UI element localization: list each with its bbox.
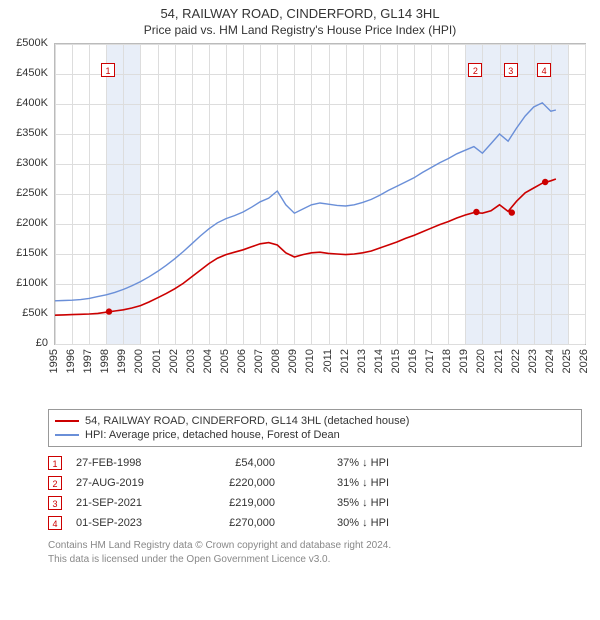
y-tick-label: £500K [8, 37, 48, 49]
event-pct-vs-hpi: 31% ↓ HPI [289, 477, 389, 489]
footer-line2: This data is licensed under the Open Gov… [48, 553, 592, 567]
event-marker-small: 4 [48, 516, 62, 530]
data-point [106, 308, 112, 314]
gridline-v [585, 44, 586, 344]
legend-swatch [55, 420, 79, 422]
title-address: 54, RAILWAY ROAD, CINDERFORD, GL14 3HL [8, 6, 592, 21]
chart-container: 54, RAILWAY ROAD, CINDERFORD, GL14 3HL P… [0, 0, 600, 620]
y-tick-label: £150K [8, 247, 48, 259]
x-tick-label: 2014 [373, 349, 385, 373]
event-marker: 1 [101, 63, 115, 77]
event-date: 01-SEP-2023 [76, 517, 171, 529]
event-row: 2 27-AUG-2019 £220,000 31% ↓ HPI [48, 473, 568, 493]
x-tick-label: 2025 [561, 349, 573, 373]
x-tick-label: 1998 [99, 349, 111, 373]
x-tick-label: 2011 [322, 349, 334, 373]
x-tick-label: 1996 [65, 349, 77, 373]
y-tick-label: £250K [8, 187, 48, 199]
x-tick-label: 2026 [578, 349, 590, 373]
series-svg [55, 44, 585, 344]
chart: £0 £50K £100K £150K £200K £250K £300K £350K £400… [8, 43, 592, 403]
event-marker: 4 [537, 63, 551, 77]
data-point [542, 179, 548, 185]
gridline-h [55, 344, 585, 345]
x-tick-label: 2016 [407, 349, 419, 373]
event-marker-small: 1 [48, 456, 62, 470]
titles: 54, RAILWAY ROAD, CINDERFORD, GL14 3HL P… [8, 6, 592, 41]
y-tick-label: £200K [8, 217, 48, 229]
legend: 54, RAILWAY ROAD, CINDERFORD, GL14 3HL (… [48, 409, 582, 447]
event-row: 3 21-SEP-2021 £219,000 35% ↓ HPI [48, 493, 568, 513]
legend-item: HPI: Average price, detached house, Fore… [55, 428, 575, 442]
y-tick-label: £350K [8, 127, 48, 139]
y-tick-label: £100K [8, 277, 48, 289]
x-tick-label: 2021 [493, 349, 505, 373]
x-tick-label: 2019 [458, 349, 470, 373]
event-date: 27-AUG-2019 [76, 477, 171, 489]
legend-swatch [55, 434, 79, 436]
x-tick-label: 2022 [510, 349, 522, 373]
events-table: 1 27-FEB-1998 £54,000 37% ↓ HPI 2 27-AUG-2019… [48, 453, 568, 533]
x-tick-label: 2007 [253, 349, 265, 373]
legend-label: 54, RAILWAY ROAD, CINDERFORD, GL14 3HL (… [85, 415, 409, 427]
series-line-price_paid [55, 179, 556, 315]
footer-line1: Contains HM Land Registry data © Crown c… [48, 539, 592, 553]
x-tick-label: 2015 [390, 349, 402, 373]
y-tick-label: £0 [8, 337, 48, 349]
x-tick-label: 2020 [475, 349, 487, 373]
footer: Contains HM Land Registry data © Crown c… [48, 539, 592, 566]
x-tick-label: 2002 [168, 349, 180, 373]
x-tick-label: 2009 [287, 349, 299, 373]
event-pct-vs-hpi: 30% ↓ HPI [289, 517, 389, 529]
x-tick-label: 2005 [219, 349, 231, 373]
y-tick-label: £450K [8, 67, 48, 79]
x-tick-label: 2013 [356, 349, 368, 373]
x-tick-label: 2000 [133, 349, 145, 373]
y-tick-label: £50K [8, 307, 48, 319]
x-tick-label: 2018 [441, 349, 453, 373]
event-price: £219,000 [185, 497, 275, 509]
event-marker: 2 [468, 63, 482, 77]
plot-area [54, 43, 586, 345]
legend-item: 54, RAILWAY ROAD, CINDERFORD, GL14 3HL (… [55, 414, 575, 428]
event-pct-vs-hpi: 37% ↓ HPI [289, 457, 389, 469]
event-marker-small: 2 [48, 476, 62, 490]
x-tick-label: 2023 [527, 349, 539, 373]
x-tick-label: 2024 [544, 349, 556, 373]
event-price: £220,000 [185, 477, 275, 489]
event-price: £270,000 [185, 517, 275, 529]
title-subtitle: Price paid vs. HM Land Registry's House … [8, 23, 592, 37]
event-marker: 3 [504, 63, 518, 77]
x-tick-label: 2003 [185, 349, 197, 373]
x-tick-label: 2008 [270, 349, 282, 373]
y-tick-label: £400K [8, 97, 48, 109]
x-tick-label: 1999 [116, 349, 128, 373]
data-point [509, 209, 515, 215]
x-tick-label: 2010 [304, 349, 316, 373]
x-tick-label: 2001 [151, 349, 163, 373]
event-pct-vs-hpi: 35% ↓ HPI [289, 497, 389, 509]
legend-label: HPI: Average price, detached house, Fore… [85, 429, 340, 441]
x-tick-label: 1997 [82, 349, 94, 373]
event-date: 27-FEB-1998 [76, 457, 171, 469]
event-row: 1 27-FEB-1998 £54,000 37% ↓ HPI [48, 453, 568, 473]
x-tick-label: 2017 [424, 349, 436, 373]
series-line-hpi [55, 103, 556, 301]
x-tick-label: 2004 [202, 349, 214, 373]
event-price: £54,000 [185, 457, 275, 469]
x-tick-label: 2006 [236, 349, 248, 373]
event-date: 21-SEP-2021 [76, 497, 171, 509]
data-point [473, 209, 479, 215]
x-tick-label: 1995 [48, 349, 60, 373]
event-marker-small: 3 [48, 496, 62, 510]
event-row: 4 01-SEP-2023 £270,000 30% ↓ HPI [48, 513, 568, 533]
x-tick-label: 2012 [339, 349, 351, 373]
y-tick-label: £300K [8, 157, 48, 169]
